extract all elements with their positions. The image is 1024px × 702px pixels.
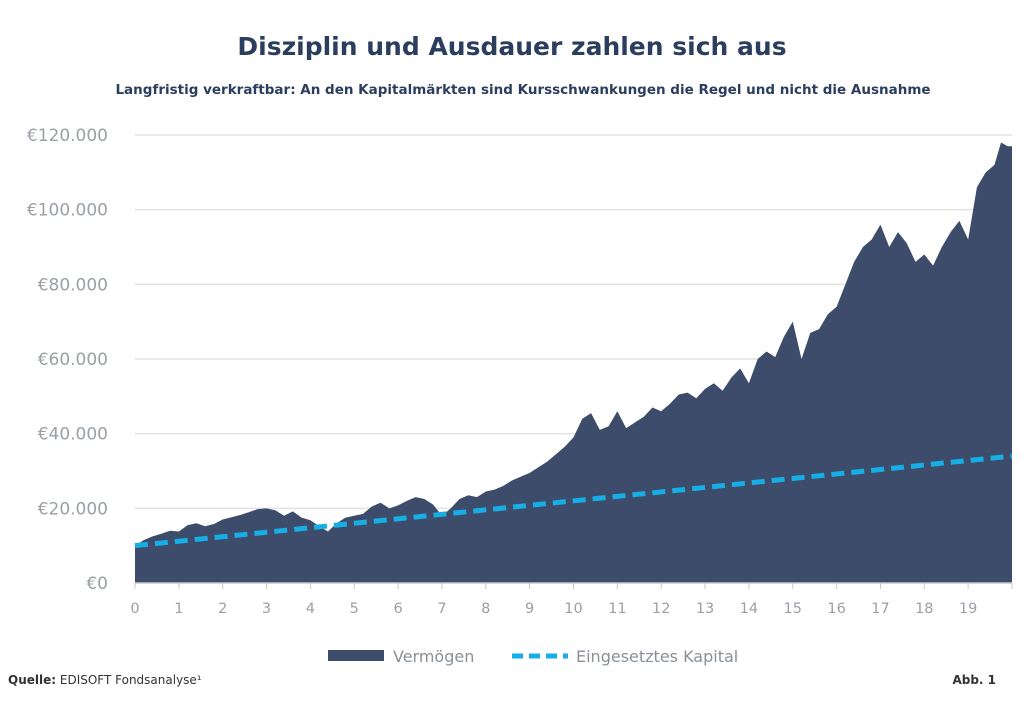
- series-area-vermoegen: [135, 142, 1012, 583]
- x-tick-label: 14: [740, 601, 758, 617]
- legend-label-kapital: Eingesetztes Kapital: [576, 647, 738, 666]
- y-tick-label: €40.000: [38, 425, 108, 445]
- x-tick-label: 18: [915, 601, 933, 617]
- legend-label-vermoegen: Vermögen: [393, 647, 474, 666]
- x-tick-label: 3: [262, 601, 271, 617]
- y-tick-label: €80.000: [38, 275, 108, 295]
- y-tick-label: €60.000: [38, 350, 108, 370]
- x-tick-label: 4: [306, 601, 315, 617]
- x-tick-label: 1: [174, 601, 183, 617]
- source-value: EDISOFT Fondsanalyse¹: [59, 673, 202, 687]
- x-tick-label: 9: [525, 601, 534, 617]
- x-tick-label: 13: [696, 601, 714, 617]
- chart-title: Disziplin und Ausdauer zahlen sich aus: [237, 32, 787, 61]
- x-tick-label: 10: [564, 601, 582, 617]
- area-series: [135, 142, 1012, 583]
- x-axis-ticks: 0 1 2 3 4 5 6 7 8 9 10 11 12 13 14 15 16 17 18 19: [130, 583, 1013, 617]
- legend: Vermögen Eingesetztes Kapital: [328, 647, 738, 666]
- y-tick-label: €100.000: [27, 201, 108, 221]
- x-tick-label: 7: [437, 601, 446, 617]
- x-tick-label: 15: [784, 601, 802, 617]
- legend-swatch-vermoegen: [328, 650, 384, 661]
- x-tick-label: 11: [608, 601, 626, 617]
- source-label: Quelle:: [8, 673, 57, 687]
- line-series: [134, 453, 1013, 549]
- x-tick-label: 5: [350, 601, 359, 617]
- y-tick-label: €120.000: [27, 126, 108, 146]
- series-line-kapital: [134, 453, 1013, 549]
- x-tick-label: 8: [481, 601, 490, 617]
- figure-label: Abb. 1: [952, 673, 996, 687]
- y-tick-label: €0: [86, 574, 108, 594]
- chart-subtitle: Langfristig verkraftbar: An den Kapitalm…: [115, 82, 931, 98]
- x-tick-label: 0: [130, 601, 139, 617]
- source-note: Quelle: EDISOFT Fondsanalyse¹: [8, 673, 202, 687]
- y-tick-label: €20.000: [38, 499, 108, 519]
- x-tick-label: 17: [871, 601, 889, 617]
- y-axis-ticks: €0 €20.000 €40.000 €60.000 €80.000 €100.000 €1…: [27, 126, 108, 594]
- x-tick-label: 6: [393, 601, 402, 617]
- x-tick-label: 19: [959, 601, 977, 617]
- x-tick-label: 12: [652, 601, 670, 617]
- x-tick-label: 16: [827, 601, 845, 617]
- x-tick-label: 2: [218, 601, 227, 617]
